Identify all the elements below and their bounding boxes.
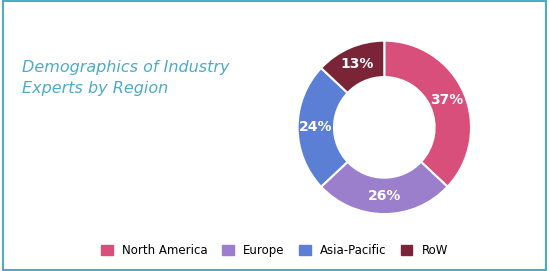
Text: 24%: 24%: [299, 120, 333, 134]
Wedge shape: [384, 41, 471, 187]
Wedge shape: [298, 68, 348, 187]
Wedge shape: [321, 41, 384, 93]
Wedge shape: [321, 162, 447, 214]
Text: Demographics of Industry
Experts by Region: Demographics of Industry Experts by Regi…: [22, 60, 229, 96]
Text: 26%: 26%: [368, 189, 401, 203]
Text: 37%: 37%: [430, 93, 464, 107]
Text: 13%: 13%: [340, 57, 374, 72]
Legend: North America, Europe, Asia-Pacific, RoW: North America, Europe, Asia-Pacific, RoW: [101, 244, 448, 257]
